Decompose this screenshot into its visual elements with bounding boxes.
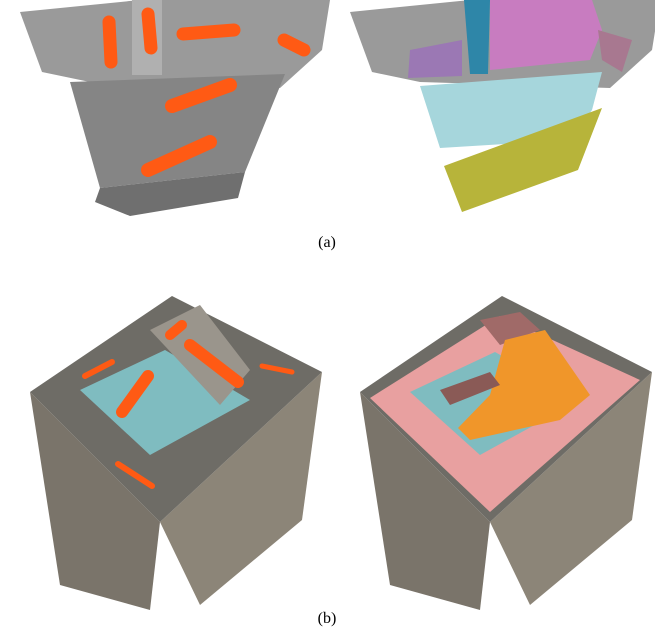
segment (598, 30, 632, 72)
scribble (141, 7, 158, 55)
scribble (176, 23, 241, 41)
panel-a-left (20, 0, 330, 216)
scribble (102, 15, 118, 69)
tower-face (490, 372, 652, 605)
segment (440, 372, 500, 405)
segment (458, 330, 590, 440)
segment (444, 108, 602, 212)
scribble (277, 33, 311, 57)
room-walls (20, 0, 330, 88)
room-floor (70, 74, 285, 188)
scribble (115, 461, 155, 489)
scribble (165, 78, 237, 113)
caption: (b) (318, 610, 337, 627)
tower-face (160, 372, 322, 605)
scribble (141, 135, 217, 177)
panel-b-left (30, 296, 322, 610)
scribble (165, 320, 187, 340)
panel-b-right (360, 296, 652, 610)
tower-face (360, 392, 490, 610)
caption: (a) (318, 234, 336, 251)
room-front (95, 172, 245, 216)
segment (480, 312, 540, 345)
segment (464, 0, 490, 74)
scribble (259, 363, 295, 375)
scribble (82, 359, 115, 379)
panel-a-right (350, 0, 655, 212)
tower-face (30, 392, 160, 610)
segment (490, 0, 602, 70)
scribble (184, 339, 244, 388)
segment (408, 40, 462, 78)
scribble (116, 370, 154, 418)
